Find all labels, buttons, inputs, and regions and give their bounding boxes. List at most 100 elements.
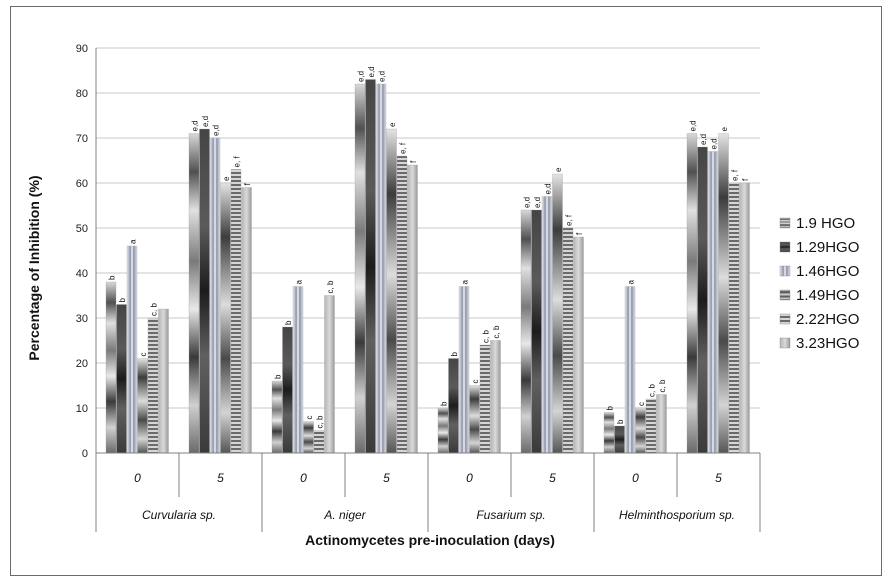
data-label: e, f xyxy=(232,156,241,168)
bar xyxy=(531,209,542,454)
bar xyxy=(303,421,314,454)
bar xyxy=(126,245,138,454)
data-label: e xyxy=(222,176,231,181)
bar xyxy=(728,182,740,454)
y-tick-label: 60 xyxy=(76,178,88,190)
chart-frame xyxy=(10,6,882,576)
data-label: e,d xyxy=(543,183,552,194)
y-axis-title: Percentage of Inhibition (%) xyxy=(26,175,42,360)
data-label: b xyxy=(439,401,448,406)
bar xyxy=(292,286,304,454)
data-label: c xyxy=(305,416,314,420)
data-label: c xyxy=(139,353,148,357)
x-group-label: A. niger xyxy=(323,508,366,522)
x-category-labels: 0 5 0 5 0 5 0 5 Curvularia sp. A. niger Fusarium s… xyxy=(95,453,761,532)
bar xyxy=(541,196,553,454)
data-label: c, b xyxy=(492,325,501,338)
bar xyxy=(490,340,501,454)
bar xyxy=(479,344,491,454)
data-label: e,d xyxy=(522,197,531,208)
x-tick-label: 5 xyxy=(549,471,556,485)
legend-swatch xyxy=(779,313,791,325)
data-label: c xyxy=(471,380,480,384)
bar xyxy=(375,83,387,454)
data-label: e, f xyxy=(398,142,407,154)
bar xyxy=(448,358,459,454)
legend-swatch xyxy=(779,337,791,349)
bar xyxy=(324,295,335,454)
legend-label: 2.22HGO xyxy=(796,311,859,328)
data-label: e xyxy=(388,122,397,127)
data-label: c, b xyxy=(315,415,324,428)
x-axis-title: Actinomycetes pre-inoculation (days) xyxy=(305,532,555,548)
data-label: b xyxy=(118,298,127,303)
bar xyxy=(603,412,615,454)
legend: 1.9 HGO 1.29HGO 1.46HGO 1.49HGO 2.22HGO 3.23H… xyxy=(779,215,859,352)
bar xyxy=(718,133,729,454)
data-label: a xyxy=(626,280,635,285)
legend-swatch xyxy=(779,265,791,277)
bar xyxy=(386,128,397,454)
bar xyxy=(645,398,657,454)
bar xyxy=(188,133,200,454)
data-label: b xyxy=(605,406,614,411)
bar xyxy=(158,308,169,454)
data-label: f xyxy=(741,178,750,181)
bar xyxy=(282,326,293,454)
data-label: c, b xyxy=(658,379,667,392)
x-tick-label: 5 xyxy=(383,471,390,485)
y-tick-label: 0 xyxy=(82,448,88,460)
data-label: e,d xyxy=(356,71,365,82)
data-label: c xyxy=(637,402,646,406)
legend-label: 1.49HGO xyxy=(796,287,859,304)
x-tick-label: 0 xyxy=(300,471,307,485)
data-label: b xyxy=(284,320,293,325)
legend-label: 3.23HGO xyxy=(796,335,859,352)
bar xyxy=(520,209,532,454)
bar xyxy=(105,281,117,454)
bar xyxy=(220,182,231,454)
data-label: e,d xyxy=(377,71,386,82)
bar xyxy=(147,317,159,454)
data-label: e,d xyxy=(709,138,718,149)
bar xyxy=(271,380,283,454)
y-tick-labels: 0 10 20 30 40 50 60 70 80 90 xyxy=(76,43,88,460)
data-label: e,d xyxy=(201,116,210,127)
data-label: c, b xyxy=(481,330,490,343)
data-label: b xyxy=(107,275,116,280)
x-group-label: Fusarium sp. xyxy=(476,508,545,522)
y-tick-label: 50 xyxy=(76,223,88,235)
bar xyxy=(199,128,210,454)
bar xyxy=(313,430,325,454)
data-label: b xyxy=(616,419,625,424)
y-tick-label: 20 xyxy=(76,358,88,370)
data-label: e,d xyxy=(190,120,199,131)
legend-swatch xyxy=(779,241,791,253)
y-tick-label: 70 xyxy=(76,133,88,145)
bar xyxy=(656,394,667,454)
data-label: a xyxy=(460,280,469,285)
x-tick-label: 5 xyxy=(715,471,722,485)
x-tick-label: 0 xyxy=(134,471,141,485)
bar xyxy=(137,358,148,454)
legend-label: 1.9 HGO xyxy=(796,215,855,232)
bar xyxy=(562,227,574,454)
bar xyxy=(707,151,719,454)
bar xyxy=(739,182,750,454)
data-label: e,d xyxy=(533,197,542,208)
bar xyxy=(614,425,625,454)
y-tick-label: 30 xyxy=(76,313,88,325)
data-label: e,d xyxy=(211,125,220,136)
data-label: e, f xyxy=(564,214,573,226)
data-label: e,d xyxy=(699,134,708,145)
data-label: b xyxy=(273,374,282,379)
data-label: e xyxy=(720,127,729,132)
data-label: f xyxy=(575,232,584,235)
data-label: f xyxy=(243,183,252,186)
x-group-label: Helminthosporium sp. xyxy=(619,508,735,522)
bar xyxy=(458,286,470,454)
bar xyxy=(697,146,708,454)
bar xyxy=(469,385,480,454)
x-tick-label: 0 xyxy=(466,471,473,485)
